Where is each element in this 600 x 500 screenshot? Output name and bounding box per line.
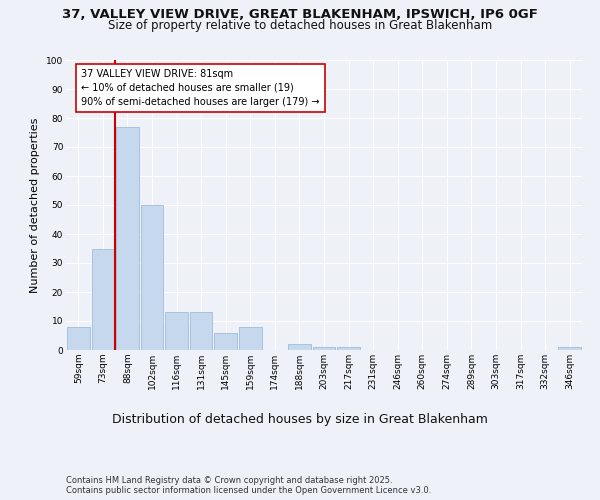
Bar [559, 347, 581, 350]
Bar [92, 248, 114, 350]
Text: Size of property relative to detached houses in Great Blakenham: Size of property relative to detached ho… [108, 18, 492, 32]
Bar [116, 126, 139, 350]
Bar [337, 347, 360, 350]
Bar [190, 312, 212, 350]
Bar [288, 344, 311, 350]
Bar [165, 312, 188, 350]
Bar [67, 327, 89, 350]
Text: Distribution of detached houses by size in Great Blakenham: Distribution of detached houses by size … [112, 412, 488, 426]
Bar [214, 332, 237, 350]
Bar [140, 205, 163, 350]
Text: 37, VALLEY VIEW DRIVE, GREAT BLAKENHAM, IPSWICH, IP6 0GF: 37, VALLEY VIEW DRIVE, GREAT BLAKENHAM, … [62, 8, 538, 20]
Y-axis label: Number of detached properties: Number of detached properties [31, 118, 40, 292]
Bar [239, 327, 262, 350]
Bar [313, 347, 335, 350]
Text: Contains HM Land Registry data © Crown copyright and database right 2025.
Contai: Contains HM Land Registry data © Crown c… [66, 476, 431, 495]
Text: 37 VALLEY VIEW DRIVE: 81sqm
← 10% of detached houses are smaller (19)
90% of sem: 37 VALLEY VIEW DRIVE: 81sqm ← 10% of det… [81, 68, 320, 106]
